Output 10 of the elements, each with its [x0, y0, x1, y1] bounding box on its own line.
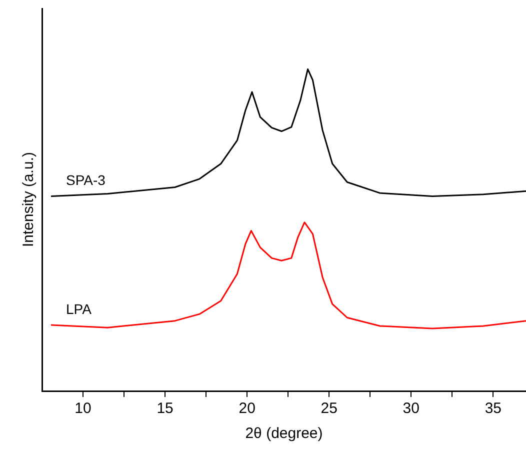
- series-label: SPA-3: [66, 172, 106, 188]
- y-axis-title: Intensity (a.u.): [20, 152, 38, 248]
- x-tick-label: 10: [74, 400, 92, 418]
- x-tick-label: 25: [320, 400, 338, 418]
- x-tick-label: 35: [484, 400, 502, 418]
- x-tick-label: 20: [238, 400, 256, 418]
- x-tick-label: 30: [402, 400, 420, 418]
- x-tick-label: 15: [156, 400, 174, 418]
- series-label: LPA: [66, 300, 92, 317]
- x-axis-title: 2θ (degree): [245, 425, 323, 442]
